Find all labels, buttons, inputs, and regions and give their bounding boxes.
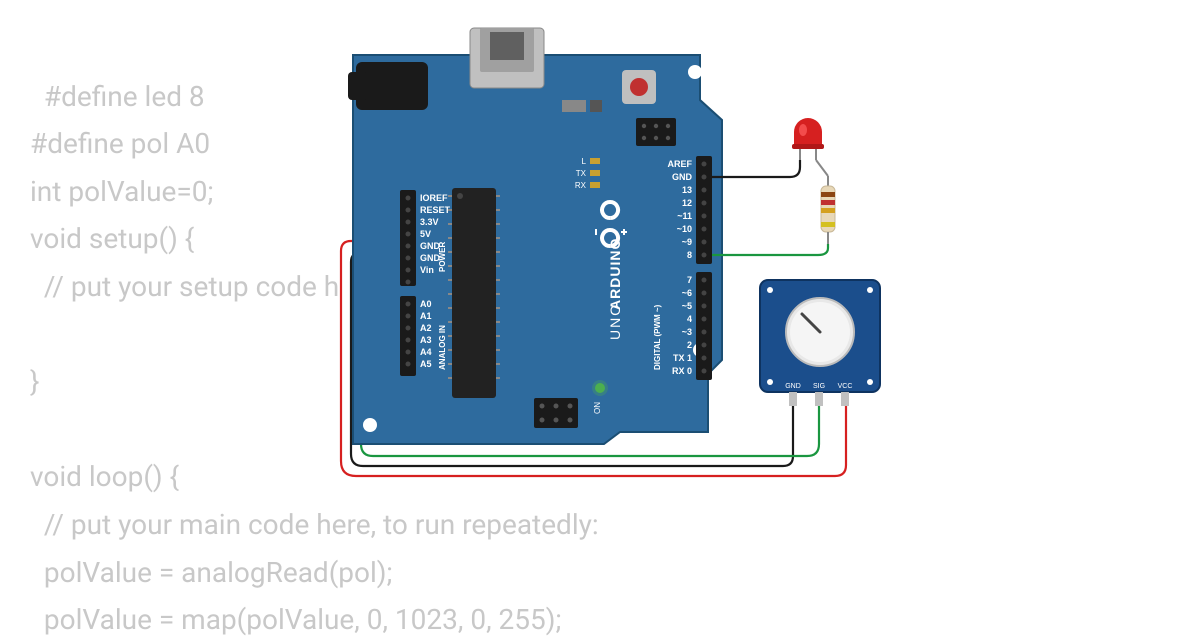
board-model: UNO — [607, 303, 623, 340]
pin-label: 4 — [687, 314, 692, 324]
l-label: L — [582, 157, 587, 166]
pin-label: A5 — [420, 359, 432, 369]
pin-label: A2 — [420, 323, 432, 333]
pin-label: ~10 — [677, 224, 692, 234]
pin-label: A1 — [420, 311, 432, 321]
pin-label: TX 1 — [673, 353, 692, 363]
pin-label: RX 0 — [672, 366, 692, 376]
pin-label: 8 — [687, 250, 692, 260]
pin-label: RESET — [420, 205, 451, 215]
wire-pin8-to-resistor — [712, 244, 828, 255]
rx-label: RX — [575, 181, 587, 190]
pin-label: IOREF — [420, 193, 448, 203]
pin-label: A3 — [420, 335, 432, 345]
led-component — [792, 118, 828, 176]
pin-label: ~5 — [682, 301, 692, 311]
pin-label: AREF — [668, 159, 693, 169]
potentiometer-module: GND SIG VCC — [760, 280, 880, 406]
pot-pin-label: VCC — [838, 383, 853, 390]
pot-pin-label: SIG — [813, 383, 825, 390]
analog-label: ANALOG IN — [438, 325, 447, 370]
pin-label: 3.3V — [420, 217, 439, 227]
pin-label: 5V — [420, 229, 431, 239]
pin-label: 2 — [687, 340, 692, 350]
pot-pin-label: GND — [785, 383, 801, 390]
on-label: ON — [593, 402, 602, 414]
pin-label: GND — [672, 172, 693, 182]
pin-label: A4 — [420, 347, 432, 357]
circuit-diagram: IOREF RESET 3.3V 5V GND GND Vin POWER A0… — [0, 0, 1200, 630]
digital-label: DIGITAL (PWM ~) — [653, 304, 662, 370]
tx-label: TX — [576, 169, 587, 178]
board-brand: ARDUINO — [607, 238, 623, 310]
power-label: POWER — [438, 242, 447, 272]
pin-label: ~6 — [682, 288, 692, 298]
pin-label: 12 — [682, 198, 692, 208]
pin-label: 13 — [682, 185, 692, 195]
resistor-component — [821, 176, 835, 244]
pin-label: 7 — [687, 275, 692, 285]
pin-label: A0 — [420, 299, 432, 309]
wire-gnd-to-led — [712, 160, 800, 177]
pin-label: ~11 — [677, 211, 692, 221]
arduino-board: IOREF RESET 3.3V 5V GND GND Vin POWER A0… — [348, 28, 722, 444]
pin-label: ~9 — [682, 237, 692, 247]
pin-label: ~3 — [682, 327, 692, 337]
pin-label: Vin — [420, 265, 434, 275]
